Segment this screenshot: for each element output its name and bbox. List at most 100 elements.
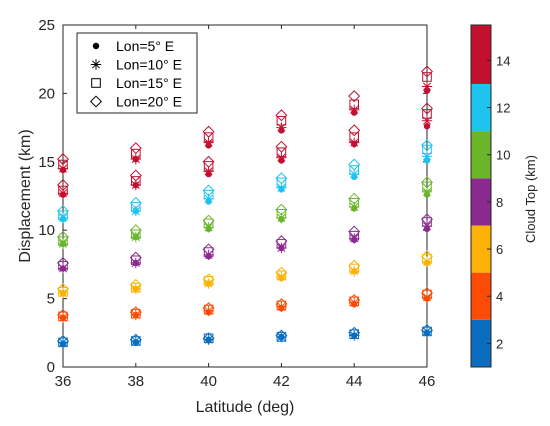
colorbar-band bbox=[471, 319, 491, 367]
legend-marker-dot bbox=[92, 42, 100, 50]
x-tick-label: 42 bbox=[273, 373, 290, 390]
data-point-diamond bbox=[420, 324, 434, 337]
legend-entry: Lon=20° E bbox=[116, 94, 182, 110]
x-tick-label: 40 bbox=[200, 373, 217, 390]
data-point-asterisk bbox=[349, 330, 360, 341]
data-point-square bbox=[203, 189, 214, 200]
colorbar-tick-label: 8 bbox=[496, 195, 503, 210]
data-point-asterisk bbox=[130, 335, 141, 347]
data-point-diamond bbox=[420, 176, 434, 189]
data-point-diamond bbox=[275, 203, 288, 216]
data-point-diamond bbox=[275, 140, 288, 153]
colorbar-tick-label: 6 bbox=[496, 242, 503, 257]
x-tick-label: 38 bbox=[127, 373, 144, 390]
data-point-square bbox=[131, 282, 141, 293]
data-point-square bbox=[131, 176, 141, 186]
data-point-asterisk bbox=[349, 233, 360, 244]
data-point-diamond bbox=[202, 214, 215, 227]
colorbar-tick-label: 14 bbox=[496, 53, 510, 68]
data-point-square bbox=[131, 148, 141, 159]
data-point-diamond bbox=[348, 225, 361, 238]
y-tick-label: 15 bbox=[38, 154, 55, 171]
y-tick-label: 5 bbox=[47, 291, 55, 308]
data-point-square bbox=[276, 239, 287, 249]
legend-marker-diamond bbox=[89, 95, 103, 108]
data-point-diamond bbox=[129, 142, 142, 155]
data-point-diamond bbox=[348, 124, 361, 137]
legend: Lon=5° E Lon=10° E Lon=15° E Lon=20° E bbox=[76, 32, 198, 114]
data-point-square bbox=[203, 333, 214, 344]
data-point-square bbox=[203, 132, 214, 142]
data-point-square bbox=[276, 115, 287, 126]
data-point-asterisk bbox=[130, 153, 141, 165]
data-point-diamond bbox=[275, 109, 288, 122]
data-point-diamond bbox=[420, 102, 434, 115]
data-point-diamond bbox=[348, 192, 361, 205]
data-point-asterisk bbox=[421, 115, 433, 126]
data-points bbox=[56, 65, 434, 348]
data-point-asterisk bbox=[57, 287, 69, 299]
data-point-square bbox=[203, 161, 214, 171]
data-point-diamond bbox=[420, 287, 434, 300]
legend-entry: Lon=5° E bbox=[116, 38, 174, 54]
y-axis-label: Displacement (km) bbox=[17, 129, 34, 262]
colorbar-label: Cloud Top (km) bbox=[523, 155, 538, 243]
data-point-diamond bbox=[348, 90, 361, 103]
colorbar-frame bbox=[470, 24, 492, 368]
data-point-diamond bbox=[202, 184, 215, 197]
y-tick-label: 0 bbox=[47, 359, 55, 376]
data-point-asterisk bbox=[349, 137, 360, 148]
data-point-diamond bbox=[129, 224, 142, 237]
data-point-asterisk bbox=[203, 334, 214, 345]
data-point-asterisk bbox=[130, 231, 141, 243]
colorbar-band bbox=[471, 25, 491, 84]
legend-entry: Lon=10° E bbox=[116, 57, 182, 73]
data-point-square bbox=[276, 270, 287, 281]
data-point-square bbox=[131, 229, 141, 240]
data-point-asterisk bbox=[203, 137, 214, 148]
data-point-diamond bbox=[348, 158, 361, 171]
legend-marker-asterisk bbox=[90, 59, 102, 70]
data-point-square bbox=[276, 208, 287, 219]
colorbar-band bbox=[471, 131, 491, 179]
data-point-diamond bbox=[129, 278, 142, 291]
data-point-square bbox=[422, 109, 432, 119]
colorbar-band bbox=[471, 178, 491, 226]
data-point-asterisk bbox=[421, 326, 433, 337]
data-point-asterisk bbox=[421, 151, 433, 162]
data-point-diamond bbox=[56, 205, 70, 218]
data-point-square bbox=[276, 177, 287, 188]
data-point-asterisk bbox=[203, 305, 214, 317]
data-point-square bbox=[58, 210, 68, 220]
data-point-square bbox=[422, 72, 432, 82]
data-point-square bbox=[58, 159, 68, 170]
data-point-square bbox=[131, 202, 141, 212]
legend-entry: Lon=15° E bbox=[116, 75, 182, 91]
data-point-diamond bbox=[56, 153, 70, 166]
data-point-diamond bbox=[129, 169, 142, 182]
data-point-square bbox=[58, 185, 68, 196]
data-point-diamond bbox=[129, 196, 142, 209]
colorbar-tick-label: 2 bbox=[496, 336, 503, 351]
colorbar-tick-label: 10 bbox=[496, 148, 510, 163]
data-point-asterisk bbox=[421, 186, 433, 198]
data-point-square bbox=[58, 286, 68, 297]
data-point-diamond bbox=[348, 259, 361, 272]
data-point-square bbox=[349, 132, 359, 142]
data-point-diamond bbox=[202, 302, 215, 315]
y-tick-label: 25 bbox=[38, 17, 55, 34]
data-point-diamond bbox=[420, 250, 434, 263]
data-point-asterisk bbox=[276, 301, 287, 313]
data-point-square bbox=[349, 165, 359, 175]
data-point-asterisk bbox=[276, 122, 287, 133]
data-point-asterisk bbox=[130, 309, 141, 321]
y-tick-label: 20 bbox=[38, 85, 55, 102]
data-point-asterisk bbox=[57, 188, 69, 199]
data-point-asterisk bbox=[130, 283, 141, 295]
data-point-square bbox=[58, 236, 68, 246]
data-point-square bbox=[203, 218, 214, 229]
colorbar-band bbox=[471, 272, 491, 320]
data-point-diamond bbox=[56, 335, 70, 348]
data-point-diamond bbox=[348, 293, 361, 306]
